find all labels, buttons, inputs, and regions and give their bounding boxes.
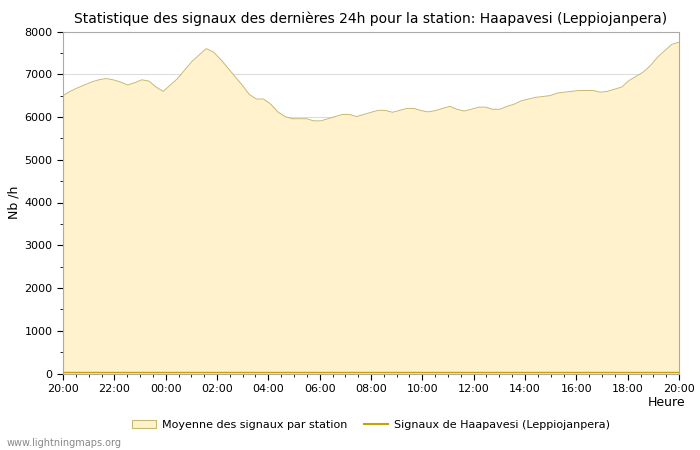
X-axis label: Heure: Heure — [648, 396, 685, 409]
Text: www.lightningmaps.org: www.lightningmaps.org — [7, 438, 122, 448]
Y-axis label: Nb /h: Nb /h — [7, 186, 20, 219]
Legend: Moyenne des signaux par station, Signaux de Haapavesi (Leppiojanpera): Moyenne des signaux par station, Signaux… — [127, 416, 615, 435]
Title: Statistique des signaux des dernières 24h pour la station: Haapavesi (Leppiojanp: Statistique des signaux des dernières 24… — [74, 12, 668, 26]
